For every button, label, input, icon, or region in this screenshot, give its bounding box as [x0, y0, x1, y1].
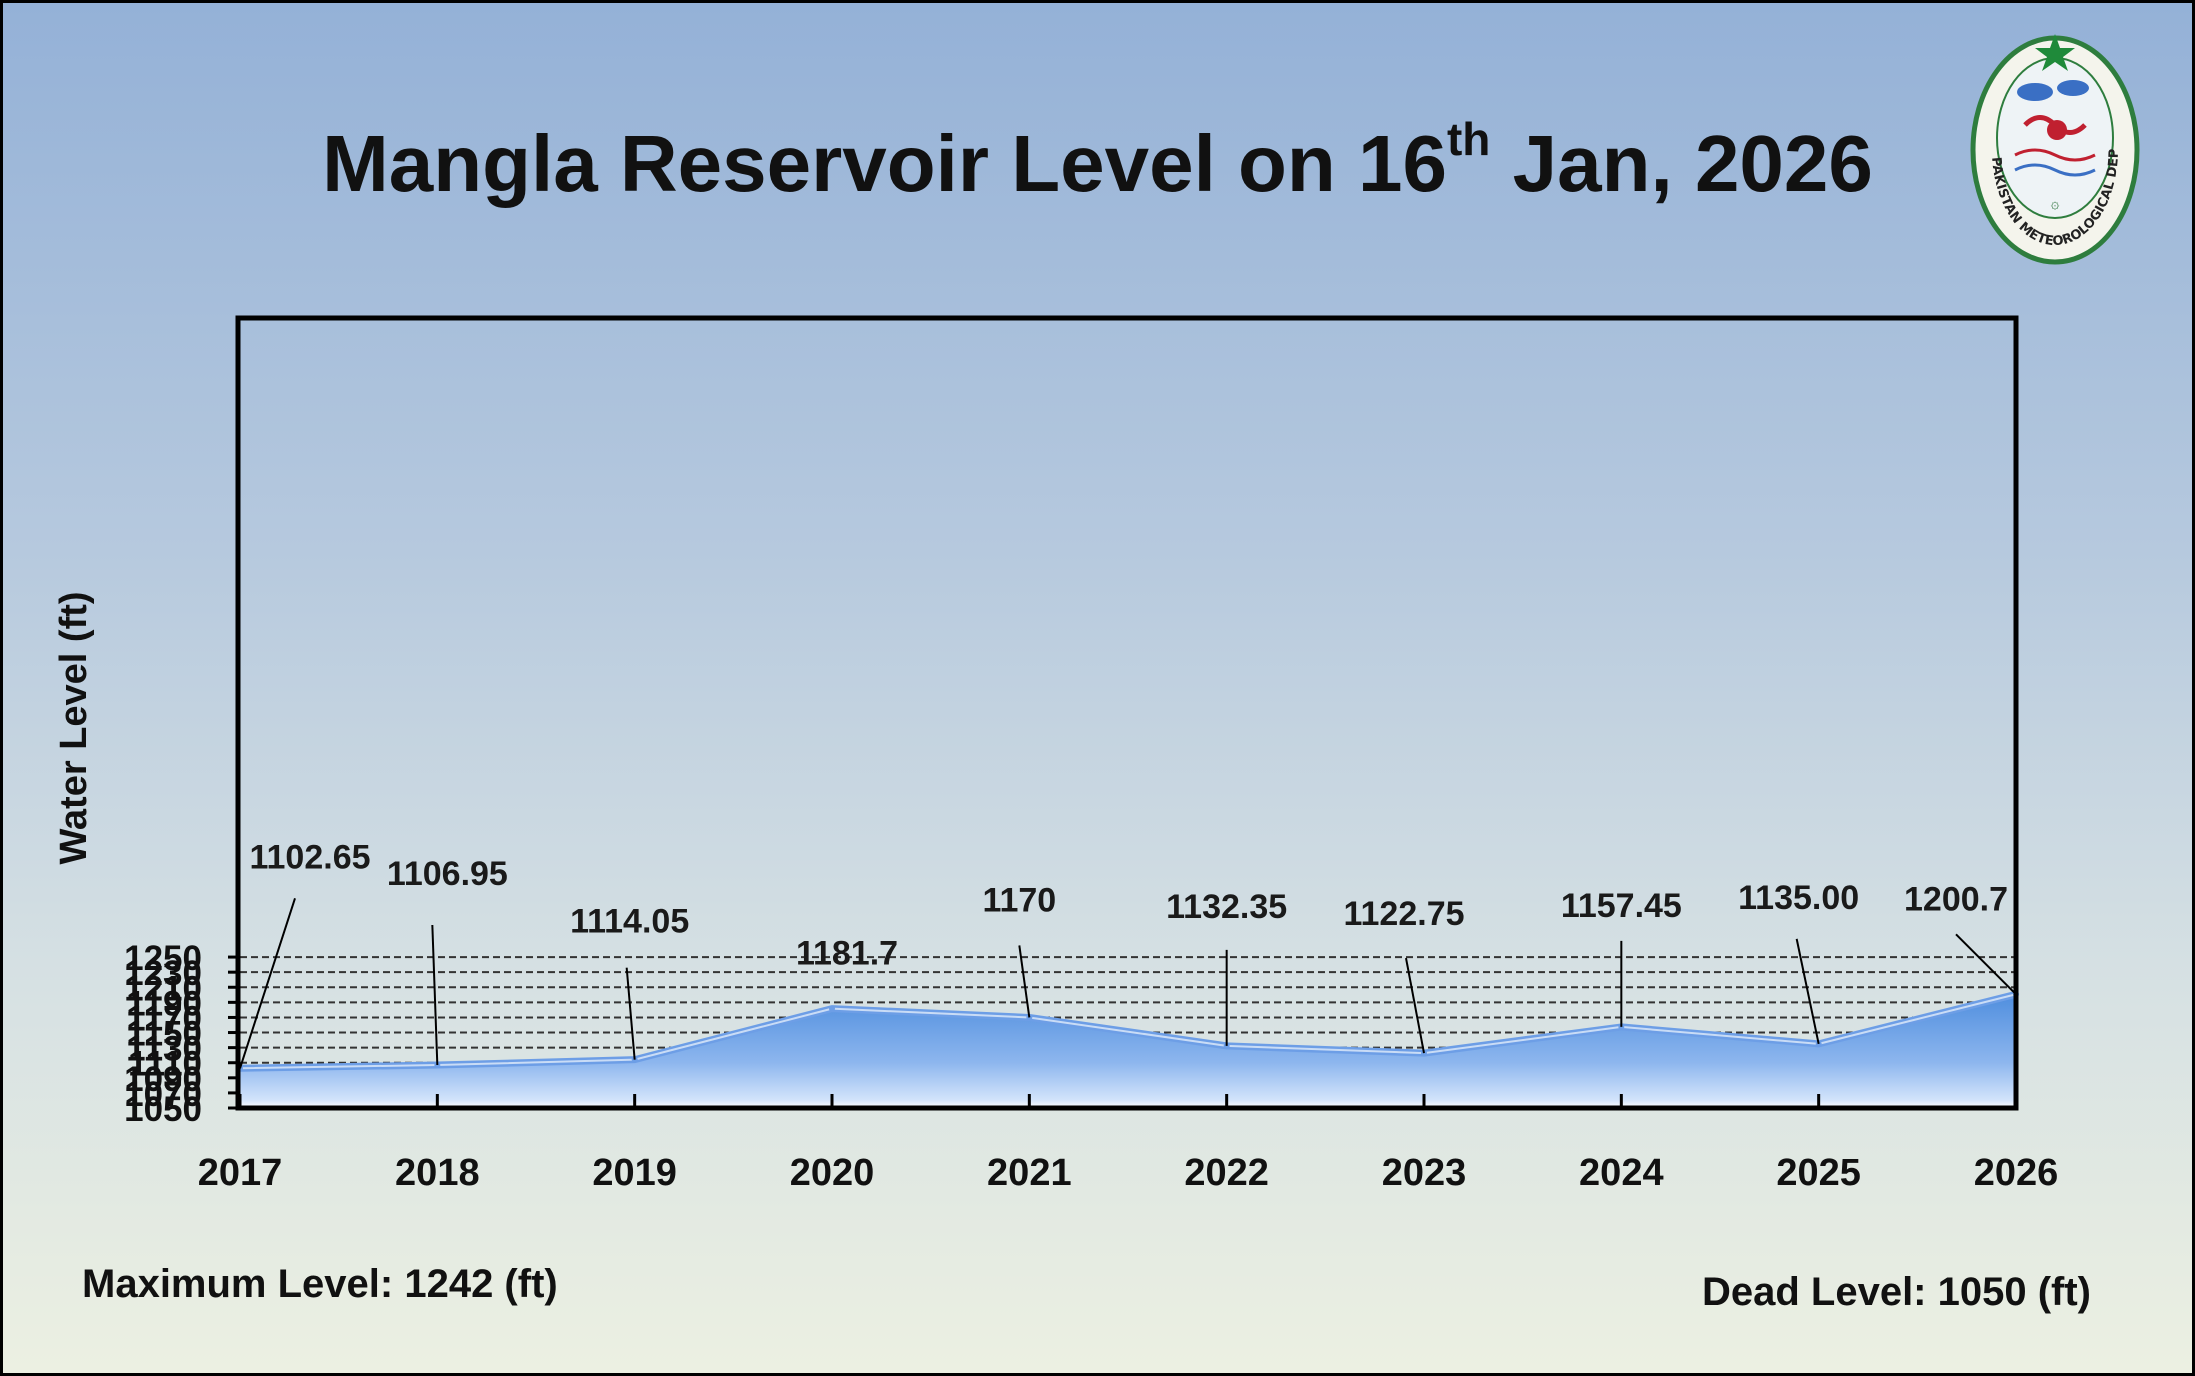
x-tick-label: 2025: [1776, 1152, 1861, 1194]
y-tick-label: 1210: [124, 969, 202, 1008]
label-leader-line: [1955, 933, 2017, 995]
label-leader-line: [239, 897, 296, 1069]
data-point: [829, 1005, 835, 1012]
label-leader-line: [625, 967, 636, 1060]
y-tick-label: 1130: [126, 1030, 202, 1069]
data-label: 1135.00: [1738, 879, 1859, 917]
label-leader-line: [431, 924, 439, 1066]
data-label: 1170: [982, 881, 1056, 919]
label-leader-line: [1018, 945, 1031, 1018]
y-tick-label: 1190: [126, 984, 202, 1023]
star-icon: [2035, 34, 2075, 71]
x-tick-label: 2023: [1382, 1152, 1467, 1194]
y-tick-label: 1230: [124, 954, 202, 993]
area-fill: [240, 994, 2016, 1108]
data-label: 1200.7: [1904, 880, 2008, 918]
plot-border: [235, 315, 2019, 1111]
x-tick-label: 2022: [1184, 1152, 1269, 1194]
title-superscript: th: [1446, 113, 1491, 165]
x-tick-label: 2021: [987, 1152, 1072, 1194]
y-tick-label: 1070: [124, 1075, 202, 1114]
svg-text:۞: ۞: [2051, 194, 2060, 212]
chart-title: Mangla Reservoir Level on 16th Jan, 2026: [0, 113, 2195, 210]
data-label: 1102.65: [249, 838, 370, 876]
x-tick-label: 2018: [395, 1152, 480, 1194]
x-tick-label: 2024: [1579, 1152, 1664, 1194]
data-label: 1122.75: [1343, 895, 1464, 933]
x-tick-label: 2017: [198, 1152, 283, 1194]
title-suffix: Jan, 2026: [1490, 119, 1873, 208]
data-label: 1157.45: [1561, 887, 1682, 925]
y-tick-label: 1090: [124, 1060, 202, 1099]
title-main: Mangla Reservoir Level on 16: [322, 119, 1447, 208]
pmd-emblem-icon: ۞ PAKISTAN METEOROLOGICAL DEPARTMENT: [1965, 30, 2140, 265]
data-label: 1132.35: [1166, 888, 1287, 926]
y-axis-title: Water Level (ft): [53, 591, 95, 864]
data-label: 1181.7: [796, 935, 898, 973]
data-label: 1114.05: [570, 903, 689, 941]
y-tick-label: 1250: [124, 939, 202, 978]
data-label: 1106.95: [387, 855, 508, 893]
y-tick-label: 1110: [128, 1045, 202, 1084]
y-tick-label: 1050: [124, 1090, 202, 1129]
maximum-level-note: Maximum Level: 1242 (ft): [82, 1262, 558, 1306]
y-tick-label: 1150: [126, 1015, 202, 1054]
x-tick-label: 2019: [592, 1152, 677, 1194]
label-leader-line: [1405, 957, 1425, 1054]
x-tick-label: 2026: [1974, 1152, 2059, 1194]
x-tick-label: 2020: [790, 1152, 875, 1194]
series-highlight: [239, 993, 2017, 1070]
label-leader-line: [1795, 938, 1820, 1045]
y-tick-label: 1170: [126, 999, 202, 1038]
dead-level-note: Dead Level: 1050 (ft): [1701, 1270, 2091, 1314]
